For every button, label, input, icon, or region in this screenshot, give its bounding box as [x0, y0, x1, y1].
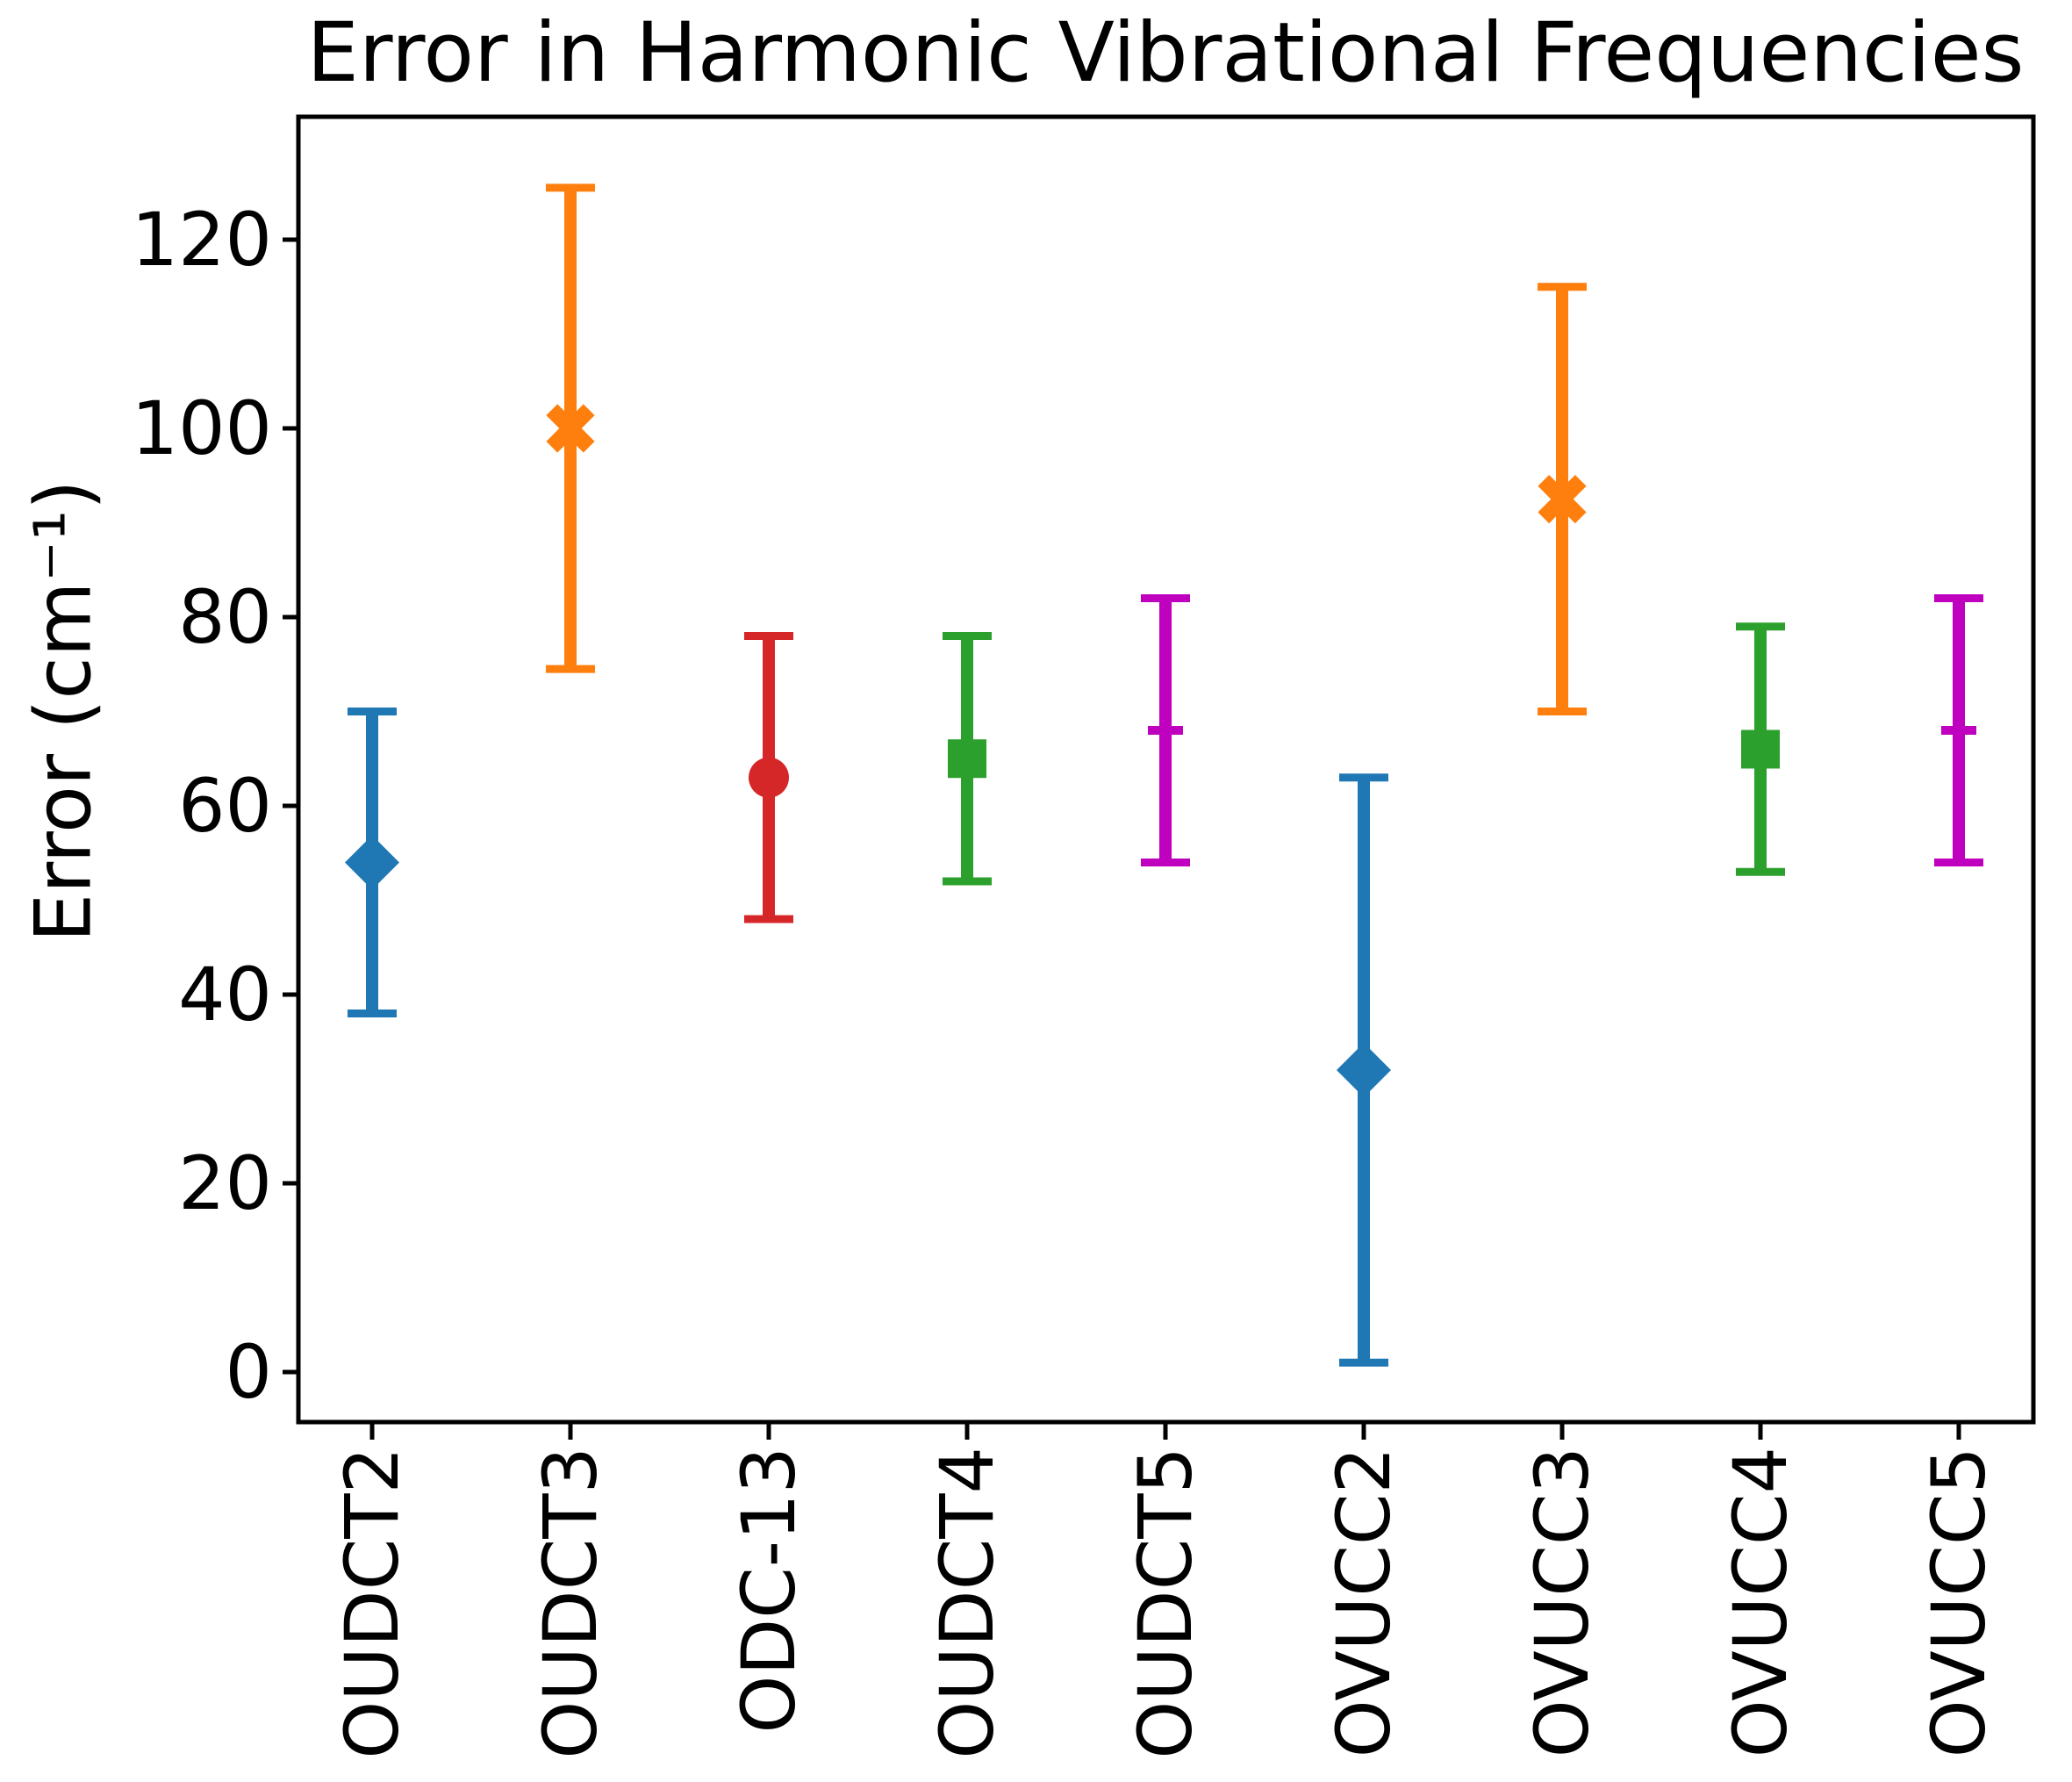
y-tick-label: 40: [178, 952, 272, 1038]
x-tick-label: OUDCT5: [1122, 1447, 1208, 1759]
chart-title: Error in Harmonic Vibrational Frequencie…: [306, 5, 2024, 101]
marker-square: [948, 739, 986, 779]
marker-diamond: [1337, 1043, 1391, 1097]
y-tick-label: 120: [132, 197, 272, 283]
x-tick-label: OVUCC4: [1717, 1447, 1803, 1757]
y-tick-label: 0: [226, 1329, 272, 1415]
marker-circle: [749, 757, 789, 798]
y-tick-label: 20: [178, 1140, 272, 1226]
y-tick-label: 100: [132, 385, 272, 471]
y-axis-label: Error (cm⁻¹): [18, 480, 109, 943]
x-tick-label: OUDCT3: [527, 1447, 613, 1759]
x-tick-label: OUDCT4: [924, 1447, 1010, 1759]
x-tick-label: OUDCT2: [329, 1447, 415, 1759]
y-tick-label: 60: [178, 763, 272, 849]
marker-x: [546, 404, 595, 453]
x-tick-label: OVUCC3: [1519, 1447, 1605, 1757]
x-tick-label: OVUCC2: [1321, 1447, 1407, 1757]
x-tick-label: OVUCC5: [1916, 1447, 2002, 1757]
marker-square: [1741, 729, 1780, 769]
x-tick-label: ODC-13: [726, 1447, 812, 1734]
plot-area: 0 20 40 60 80 100 120 OUDCT2 OUDCT3 ODC-13 OUDCT4 O…: [132, 114, 2036, 1759]
y-tick-label: 80: [178, 574, 272, 660]
marker-diamond: [345, 835, 399, 890]
marker-x: [1538, 475, 1587, 524]
marker-plus: [1148, 713, 1183, 748]
marker-plus: [1941, 713, 1976, 748]
